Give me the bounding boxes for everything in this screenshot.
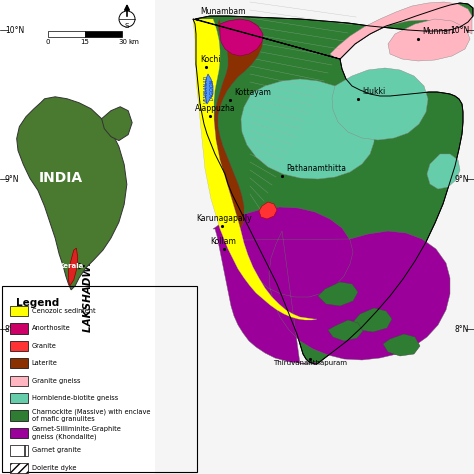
Polygon shape (214, 19, 263, 229)
Polygon shape (318, 282, 358, 306)
Polygon shape (241, 79, 374, 179)
Polygon shape (259, 202, 277, 219)
Polygon shape (220, 19, 263, 56)
Text: 9°N: 9°N (5, 174, 19, 183)
Polygon shape (427, 154, 460, 189)
Bar (155, 0, 474, 474)
Text: 10°N: 10°N (5, 26, 24, 35)
Text: Dolerite dyke: Dolerite dyke (32, 465, 76, 471)
Bar (10, 323, 28, 334)
Text: 8°N: 8°N (455, 325, 469, 334)
Polygon shape (332, 68, 428, 140)
Polygon shape (205, 74, 213, 104)
Bar (10, 393, 28, 403)
Bar (10, 341, 28, 351)
Text: 30: 30 (118, 39, 128, 45)
Text: Cenozoic sediment: Cenozoic sediment (32, 308, 95, 314)
Polygon shape (101, 107, 132, 141)
Polygon shape (383, 334, 420, 356)
Bar (48, 31, 85, 37)
Text: Kerala: Kerala (58, 263, 84, 269)
Polygon shape (213, 207, 450, 364)
Text: Kochi: Kochi (200, 55, 220, 64)
Text: 0: 0 (46, 39, 50, 45)
Polygon shape (193, 3, 473, 364)
Polygon shape (353, 308, 392, 332)
Text: Granite gneiss: Granite gneiss (32, 378, 81, 384)
Bar (10, 358, 28, 368)
Text: Kollam: Kollam (210, 237, 236, 246)
Bar (10, 445, 28, 456)
Text: Granite: Granite (32, 343, 57, 349)
Text: INDIA: INDIA (38, 172, 82, 185)
Polygon shape (193, 19, 317, 320)
Polygon shape (68, 248, 78, 286)
Polygon shape (17, 97, 127, 290)
Bar (10, 306, 28, 316)
Polygon shape (330, 2, 472, 59)
Text: Kottayam: Kottayam (234, 88, 271, 97)
Text: S: S (125, 23, 129, 29)
Text: 15: 15 (81, 39, 90, 45)
Text: Pathanamthitta: Pathanamthitta (286, 164, 346, 173)
Text: Garnet-Silliminite-Graphite
gneiss (Khondalite): Garnet-Silliminite-Graphite gneiss (Khon… (32, 426, 122, 440)
Text: Karunagapally: Karunagapally (196, 214, 252, 223)
Text: 8°N: 8°N (5, 325, 19, 334)
Bar (10, 410, 28, 421)
Text: Idukki: Idukki (362, 87, 385, 96)
Text: 10°N: 10°N (450, 26, 469, 35)
Text: Hornblende-biotite gneiss: Hornblende-biotite gneiss (32, 395, 118, 401)
Polygon shape (328, 320, 363, 341)
Polygon shape (388, 19, 470, 61)
Bar (10, 428, 28, 438)
Bar (85, 31, 122, 37)
Text: Alappuzha: Alappuzha (195, 104, 236, 113)
Bar (10, 375, 28, 386)
Text: Munnari: Munnari (422, 27, 454, 36)
Text: km: km (128, 39, 139, 45)
Text: Munambam: Munambam (200, 7, 246, 16)
Text: Anorthosite: Anorthosite (32, 325, 71, 331)
Text: Garnet granite: Garnet granite (32, 447, 81, 454)
Text: Charnockite (Massive) with enclave
of mafic granulites: Charnockite (Massive) with enclave of ma… (32, 409, 150, 422)
Text: Legend: Legend (16, 298, 59, 308)
Text: Laterite: Laterite (32, 360, 58, 366)
Text: 9°N: 9°N (455, 174, 469, 183)
Text: Thiruvananthapuram: Thiruvananthapuram (273, 360, 347, 366)
Text: LAKSHADWEEP SEA: LAKSHADWEEP SEA (83, 217, 93, 331)
Bar (10, 463, 28, 473)
Text: VEMBANAD
LAGOON: VEMBANAD LAGOON (204, 75, 214, 103)
